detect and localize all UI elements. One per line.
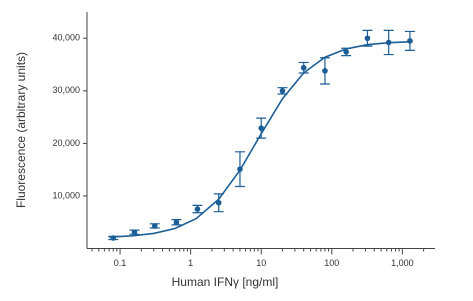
- data-point: [173, 219, 180, 226]
- data-point: [258, 125, 265, 131]
- x-tick-label: 10: [256, 258, 266, 268]
- x-tick-label: 100: [324, 258, 339, 268]
- x-axis-label: Human IFNγ [ng/ml]: [172, 275, 279, 289]
- y-axis-label: Fluorescence (arbitrary units): [14, 52, 28, 208]
- x-tick-label: 1,000: [391, 258, 414, 268]
- y-tick-label: 30,000: [52, 85, 80, 95]
- data-point: [131, 229, 138, 236]
- x-tick-label: 0.1: [114, 258, 127, 268]
- y-tick-label: 10,000: [52, 190, 80, 200]
- data-point: [343, 49, 349, 55]
- x-tick-label: 1: [188, 258, 193, 268]
- data-point: [407, 38, 413, 44]
- data-point: [194, 206, 201, 212]
- data-point: [300, 64, 307, 71]
- fit-curve: [109, 40, 413, 238]
- y-tick-label: 40,000: [52, 33, 80, 43]
- data-point: [364, 35, 371, 42]
- y-tick-label: 20,000: [52, 138, 80, 148]
- data-point: [322, 68, 328, 74]
- data-point: [279, 88, 286, 94]
- data-point: [151, 223, 158, 229]
